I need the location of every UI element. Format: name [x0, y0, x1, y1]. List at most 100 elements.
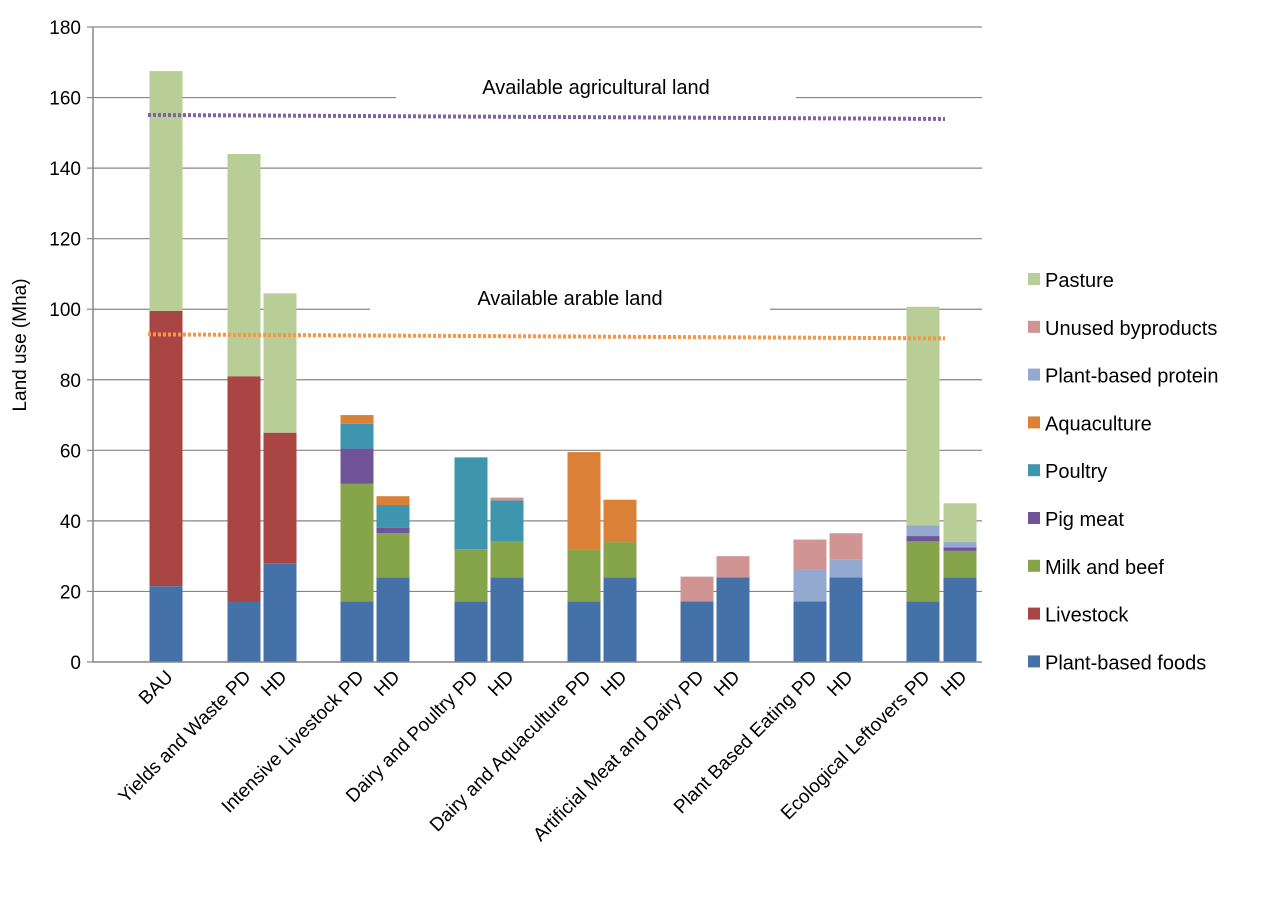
bar-segment [906, 525, 940, 537]
legend-swatch [1028, 512, 1040, 524]
bar-segment [906, 541, 940, 602]
bar-segment [680, 576, 714, 602]
bar-segment [567, 601, 601, 662]
bar-segment [340, 423, 374, 449]
y-tick-label: 80 [60, 371, 81, 392]
bar-segment [340, 601, 374, 662]
x-category-label: HD [823, 667, 857, 701]
bar-segment [829, 559, 863, 578]
y-tick-label: 0 [70, 653, 81, 674]
bar-segment [906, 536, 940, 542]
bar-segment [829, 533, 863, 560]
bar-segment [567, 549, 601, 602]
bar-segment [340, 415, 374, 424]
bar-segment [603, 499, 637, 543]
reference-line [147, 112, 946, 121]
bar-segment [454, 601, 488, 662]
bar-segment [490, 540, 524, 578]
bar-segment [376, 577, 410, 662]
legend-label: Plant-based protein [1045, 366, 1218, 388]
legend-label: Milk and beef [1045, 557, 1164, 579]
bar-segment [454, 457, 488, 550]
legend-swatch [1028, 559, 1040, 572]
y-tick-label: 20 [60, 582, 81, 603]
x-category-label: HD [484, 667, 518, 701]
y-tick-label: 180 [49, 18, 81, 39]
x-category-label: HD [597, 667, 631, 701]
bar-segment [227, 154, 261, 377]
bar-segment [454, 549, 488, 602]
y-tick-labels: 0 20 40 60 80 100 120 140 160 180 [49, 18, 81, 674]
bar-segment [943, 577, 977, 662]
bar-segment [149, 71, 183, 311]
legend-swatch [1028, 607, 1040, 620]
legend: Pasture Unused byproducts Plant-based prot… [1028, 270, 1218, 674]
legend-swatch [1028, 273, 1040, 285]
bar-segment [340, 483, 374, 602]
bar-segment [376, 533, 410, 578]
bar-segment [149, 586, 183, 662]
bar-segment [943, 542, 977, 548]
x-category-label: HD [710, 667, 744, 701]
bar-segment [603, 577, 637, 662]
y-tick-label: 120 [49, 230, 81, 251]
y-tick-label: 160 [49, 89, 81, 110]
bar-segment [490, 577, 524, 662]
y-tick-label: 40 [60, 512, 81, 533]
bar-segment [793, 539, 827, 570]
y-tick-label: 100 [49, 300, 81, 321]
bar-segment [340, 448, 374, 484]
bar-segment [906, 306, 940, 526]
bar-segment [263, 432, 297, 564]
legend-swatch [1028, 320, 1040, 333]
bar-segment [943, 503, 977, 543]
bars [149, 71, 977, 662]
legend-label: Aquaculture [1045, 413, 1152, 435]
y-axis-title: Land use (Mha) [10, 278, 31, 411]
annotation-label: Available agricultural land [482, 77, 710, 99]
legend-label: Pasture [1045, 270, 1114, 292]
bar-segment [943, 547, 977, 551]
bar-segment [716, 556, 750, 578]
y-tick-label: 140 [49, 159, 81, 180]
bar-segment [263, 293, 297, 433]
annotation-background [396, 72, 796, 102]
x-category-label: BAU [135, 667, 177, 709]
legend-label: Livestock [1045, 605, 1129, 627]
bar-segment [227, 602, 261, 662]
bar-segment [376, 496, 410, 506]
legend-label: Unused byproducts [1045, 318, 1217, 340]
bar-segment [263, 563, 297, 662]
x-category-label: HD [257, 667, 291, 701]
legend-swatch [1028, 655, 1040, 668]
bar-segment [490, 500, 524, 541]
legend-swatch [1028, 416, 1040, 429]
annotation-background [370, 283, 770, 313]
x-category-label: HD [937, 667, 971, 701]
annotation-label: Available arable land [477, 288, 662, 310]
bar-segment [490, 497, 524, 501]
legend-label: Plant-based foods [1045, 652, 1206, 674]
bar-segment [376, 527, 410, 534]
reference-lines: Available agricultural land Available ara… [147, 72, 946, 341]
bar-segment [793, 569, 827, 602]
reference-line [147, 332, 946, 341]
legend-swatch [1028, 464, 1040, 477]
y-tick-label: 60 [60, 441, 81, 462]
bar-segment [906, 601, 940, 662]
bar-segment [943, 550, 977, 578]
legend-label: Poultry [1045, 461, 1107, 483]
bar-segment [716, 577, 750, 662]
bar-segment [376, 505, 410, 528]
x-category-label: HD [370, 667, 404, 701]
bar-segment [829, 577, 863, 662]
bar-segment [567, 452, 601, 550]
bar-segment [793, 601, 827, 662]
bar-segment [149, 310, 183, 587]
bar-segment [603, 542, 637, 578]
legend-label: Pig meat [1045, 509, 1124, 531]
bar-segment [680, 601, 714, 662]
legend-swatch [1028, 368, 1040, 381]
